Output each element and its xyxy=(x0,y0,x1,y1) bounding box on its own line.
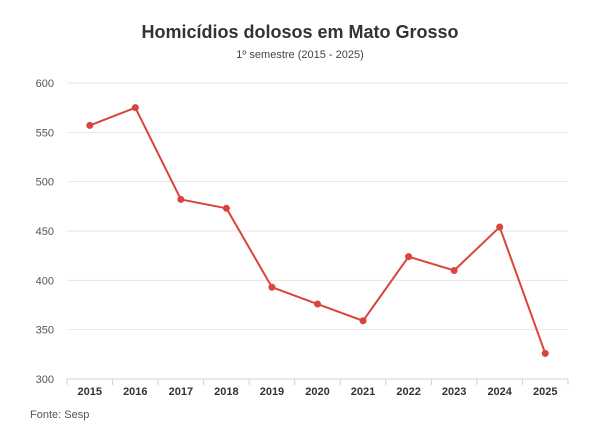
data-point xyxy=(359,317,367,325)
x-tick-label: 2020 xyxy=(305,386,329,398)
y-tick-label: 600 xyxy=(36,78,54,90)
y-tick-label: 400 xyxy=(36,275,54,287)
data-point xyxy=(222,204,230,212)
x-tick-label: 2016 xyxy=(123,386,147,398)
x-tick-label: 2023 xyxy=(442,386,466,398)
data-point xyxy=(541,349,549,357)
data-point xyxy=(314,300,321,308)
y-tick-label: 350 xyxy=(36,325,54,337)
chart-title: Homicídios dolosos em Mato Grosso xyxy=(141,22,459,42)
data-point xyxy=(86,121,94,129)
y-tick-label: 500 xyxy=(36,177,54,189)
y-tick-label: 450 xyxy=(36,226,54,238)
data-point xyxy=(131,104,139,112)
x-tick-label: 2022 xyxy=(396,386,420,398)
x-tick-label: 2025 xyxy=(533,386,557,398)
chart-subtitle: 1º semestre (2015 - 2025) xyxy=(236,49,364,61)
x-tick-label: 2017 xyxy=(169,386,193,398)
data-point xyxy=(268,283,276,291)
x-tick-label: 2019 xyxy=(260,386,284,398)
data-point xyxy=(405,253,413,261)
x-tick-label: 2018 xyxy=(214,386,238,398)
source-note: Fonte: Sesp xyxy=(30,409,90,421)
data-point xyxy=(496,223,504,231)
x-tick-label: 2024 xyxy=(487,386,512,398)
y-tick-label: 300 xyxy=(36,374,54,386)
y-tick-label: 550 xyxy=(36,127,54,139)
data-point xyxy=(177,195,185,203)
x-tick-label: 2015 xyxy=(78,386,102,398)
x-tick-label: 2021 xyxy=(351,386,375,398)
data-point xyxy=(450,266,458,274)
